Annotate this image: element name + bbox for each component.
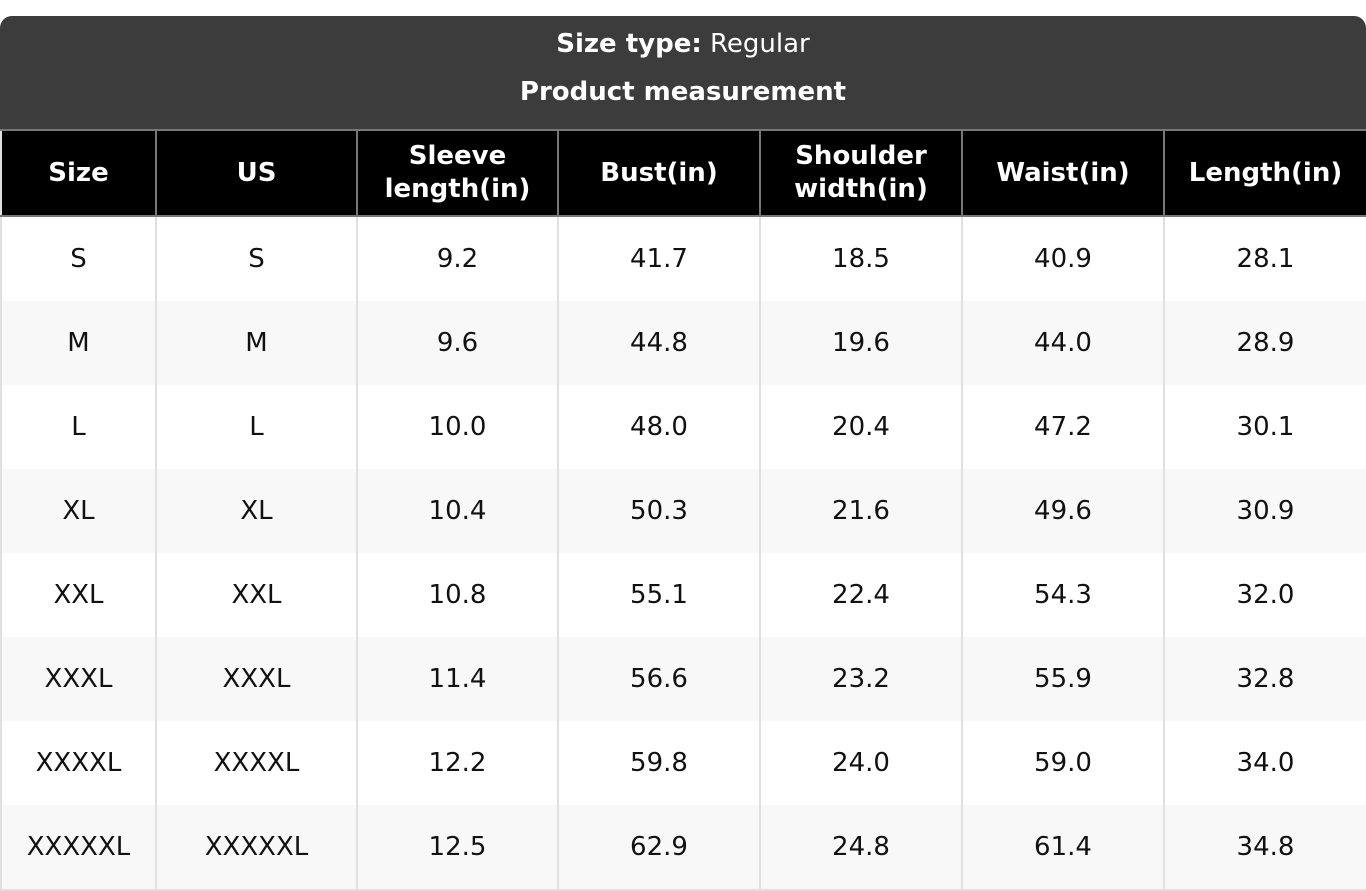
column-header: Bust(in) [557,129,761,217]
table-cell: XXXXL [0,721,157,805]
table-cell: 40.9 [961,216,1165,301]
table-cell: 10.0 [356,385,559,469]
size-type-value: Regular [710,29,810,59]
table-cell: XXL [0,553,157,637]
table-cell: XXXXXL [155,805,358,891]
table-row: M M 9.6 44.8 19.6 44.0 28.9 [0,301,1366,385]
table-cell: XXXXL [155,721,358,805]
table-cell: 62.9 [557,805,761,891]
table-cell: 34.8 [1163,805,1366,891]
table-cell: 20.4 [759,385,963,469]
table-cell: 23.2 [759,637,963,721]
table-cell: 9.6 [356,301,559,385]
table-cell: 28.9 [1163,301,1366,385]
column-header: US [155,129,358,217]
table-row: S S 9.2 41.7 18.5 40.9 28.1 [0,216,1366,301]
column-header: Waist(in) [961,129,1165,217]
chart-title-bar: Size type: Regular Product measurement [0,16,1366,129]
table-cell: XXXXXL [0,805,157,891]
table-cell: XL [155,469,358,553]
table-cell: 22.4 [759,553,963,637]
table-row: XXXXL XXXXL 12.2 59.8 24.0 59.0 34.0 [0,721,1366,805]
table-row: XL XL 10.4 50.3 21.6 49.6 30.9 [0,469,1366,553]
table-row: XXXL XXXL 11.4 56.6 23.2 55.9 32.8 [0,637,1366,721]
column-header: Sleeve length(in) [356,129,559,217]
table-cell: 19.6 [759,301,963,385]
table-cell: 49.6 [961,469,1165,553]
subtitle: Product measurement [519,77,847,107]
table-cell: 10.8 [356,553,559,637]
table-cell: 55.9 [961,637,1165,721]
table-cell: 12.5 [356,805,559,891]
table-cell: 50.3 [557,469,761,553]
table-cell: 32.0 [1163,553,1366,637]
table-cell: 59.8 [557,721,761,805]
column-header: Shoulder width(in) [759,129,963,217]
table-row: L L 10.0 48.0 20.4 47.2 30.1 [0,385,1366,469]
table-cell: XXXL [0,637,157,721]
table-cell: 34.0 [1163,721,1366,805]
column-header: Length(in) [1163,129,1366,217]
table-cell: S [0,216,157,301]
size-type: Size type: Regular [0,16,1366,72]
table-cell: M [0,301,157,385]
column-header: Size [0,129,157,217]
size-type-label: Size type: [556,29,702,59]
table-cell: XL [0,469,157,553]
table-cell: 30.9 [1163,469,1366,553]
header-row: Size US Sleeve length(in) Bust(in) Shoulder … [0,129,1366,217]
table-cell: 28.1 [1163,216,1366,301]
table-cell: XXXL [155,637,358,721]
table-cell: M [155,301,358,385]
table-cell: 11.4 [356,637,559,721]
table-cell: 47.2 [961,385,1165,469]
measurement-table: Size US Sleeve length(in) Bust(in) Shoulder … [0,129,1366,891]
table-cell: 12.2 [356,721,559,805]
table-cell: 18.5 [759,216,963,301]
table-cell: 59.0 [961,721,1165,805]
table-cell: S [155,216,358,301]
table-cell: 10.4 [356,469,559,553]
table-cell: 21.6 [759,469,963,553]
table-cell: XXL [155,553,358,637]
table-cell: 61.4 [961,805,1165,891]
table-cell: 41.7 [557,216,761,301]
table-cell: 56.6 [557,637,761,721]
table-cell: 55.1 [557,553,761,637]
table-row: XXXXXL XXXXXL 12.5 62.9 24.8 61.4 34.8 [0,805,1366,891]
table-cell: L [155,385,358,469]
table-cell: L [0,385,157,469]
table-cell: 44.8 [557,301,761,385]
table-cell: 9.2 [356,216,559,301]
table-cell: 32.8 [1163,637,1366,721]
table-cell: 24.8 [759,805,963,891]
table-cell: 30.1 [1163,385,1366,469]
table-cell: 44.0 [961,301,1165,385]
table-row: XXL XXL 10.8 55.1 22.4 54.3 32.0 [0,553,1366,637]
table-cell: 48.0 [557,385,761,469]
table-cell: 54.3 [961,553,1165,637]
size-chart: Size type: Regular Product measurement S… [0,16,1366,891]
table-cell: 24.0 [759,721,963,805]
